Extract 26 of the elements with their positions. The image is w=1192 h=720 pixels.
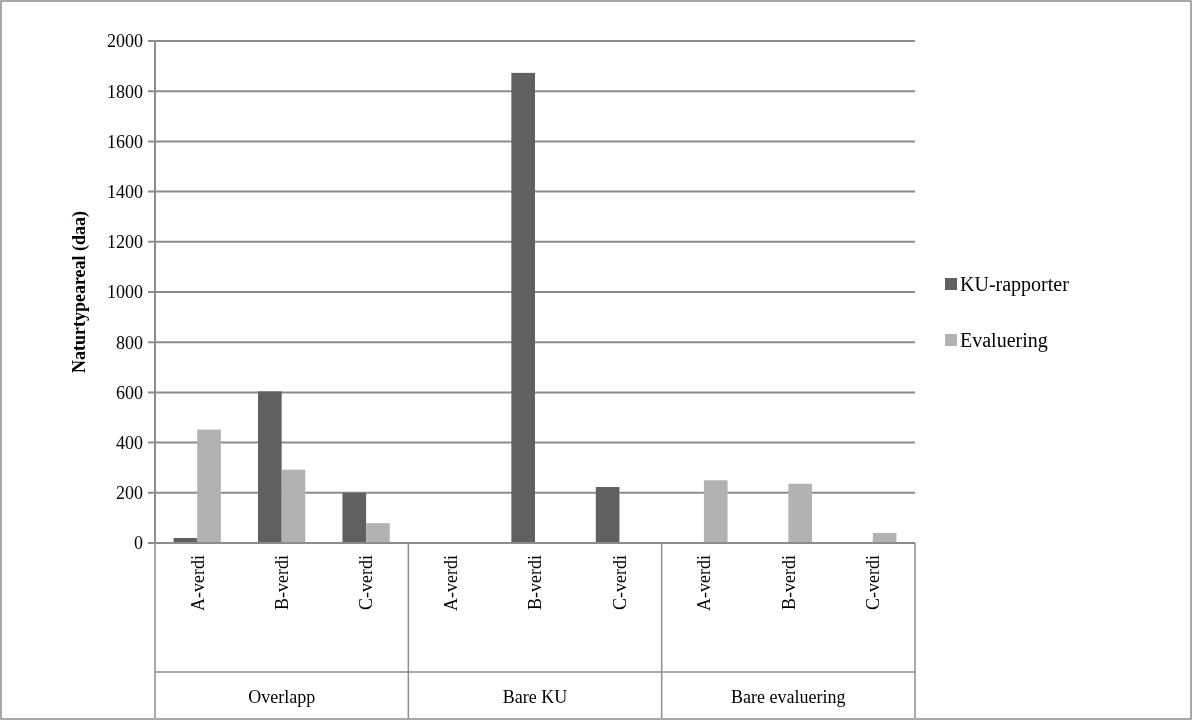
text: Bare evaluering	[731, 687, 846, 708]
x-tick-label: A-verdi	[694, 555, 715, 611]
text: Bare KU	[502, 687, 568, 708]
x-tick-label: B-verdi	[778, 555, 799, 610]
y-tick-label: 1400	[107, 181, 143, 202]
x-tick-label: B-verdi	[271, 555, 292, 610]
y-tick-label: 600	[116, 382, 143, 403]
x-tick-label: C-verdi	[863, 555, 884, 610]
x-tick-label: A-verdi	[187, 555, 208, 611]
y-axis-title: Naturtypeareal (daa)	[69, 210, 90, 374]
y-tick-label: 1600	[107, 131, 143, 152]
x-tick-label: A-verdi	[440, 555, 461, 611]
y-tick-label: 2000	[107, 31, 143, 52]
x-tick-label: C-verdi	[356, 555, 377, 610]
y-tick-label: 800	[116, 332, 143, 353]
y-tick-label: 1000	[107, 282, 143, 303]
y-tick-label: 1800	[107, 81, 143, 102]
y-tick-label: 200	[116, 483, 143, 504]
y-tick-label: 0	[134, 533, 143, 554]
legend-label: Evaluering	[960, 329, 1048, 352]
y-tick-label: 1200	[107, 232, 143, 253]
legend-label: KU-rapporter	[960, 273, 1070, 296]
x-tick-label: C-verdi	[609, 555, 630, 610]
text: Overlapp	[248, 687, 316, 708]
x-tick-label: B-verdi	[525, 555, 546, 610]
y-tick-label: 400	[116, 432, 143, 453]
